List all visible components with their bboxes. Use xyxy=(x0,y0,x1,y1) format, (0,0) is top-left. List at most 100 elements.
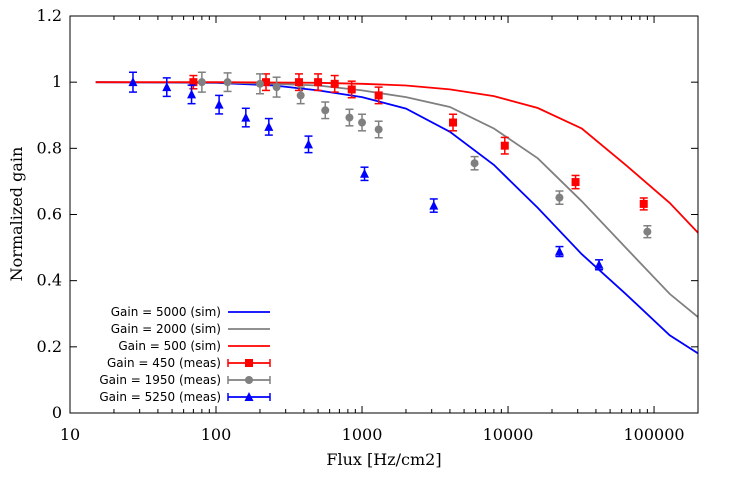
point-marker xyxy=(223,78,232,87)
data-point xyxy=(429,198,439,213)
y-axis-title: Normalized gain xyxy=(7,147,26,282)
point-marker xyxy=(189,78,198,87)
x-tick-label: 10 xyxy=(60,425,80,444)
data-point xyxy=(272,76,281,98)
point-marker xyxy=(321,106,330,115)
point-marker xyxy=(429,200,439,210)
data-point xyxy=(358,113,367,132)
data-point xyxy=(321,101,330,120)
data-point xyxy=(374,86,383,105)
y-tick-label: 0.6 xyxy=(37,205,62,224)
point-marker xyxy=(643,227,652,236)
legend-marker xyxy=(244,392,254,401)
series-gain-450-meas xyxy=(189,73,648,211)
point-marker xyxy=(374,125,383,134)
point-marker xyxy=(571,178,580,187)
data-point xyxy=(304,135,314,154)
data-point xyxy=(296,86,305,105)
data-point xyxy=(571,174,580,190)
data-point xyxy=(255,73,264,95)
point-marker xyxy=(374,91,383,100)
legend-label: Gain = 450 (meas) xyxy=(107,356,221,370)
x-tick-label: 10000 xyxy=(483,425,534,444)
data-point xyxy=(262,73,271,92)
point-marker xyxy=(470,159,479,168)
point-marker xyxy=(296,91,305,100)
legend: Gain = 5000 (sim) Gain = 2000 (sim) Gain =… xyxy=(99,305,271,404)
data-point xyxy=(214,94,224,115)
y-tick-label: 1.2 xyxy=(37,6,62,25)
y-tick-label: 0.2 xyxy=(37,337,62,356)
point-marker xyxy=(314,78,323,87)
series-gain-5250-meas xyxy=(128,71,604,271)
data-point xyxy=(162,77,172,98)
data-point xyxy=(197,71,206,93)
data-point xyxy=(639,197,648,211)
y-tick-label: 0 xyxy=(52,403,62,422)
legend-item: Gain = 450 (meas) xyxy=(107,356,271,370)
point-marker xyxy=(262,78,271,87)
series-gain-1950-meas xyxy=(197,71,652,239)
legend-item: Gain = 5250 (meas) xyxy=(99,390,271,404)
legend-item: Gain = 1950 (meas) xyxy=(99,373,271,387)
legend-label: Gain = 1950 (meas) xyxy=(99,373,221,387)
series-layer xyxy=(95,71,699,355)
point-marker xyxy=(128,77,138,87)
data-point xyxy=(643,224,652,239)
data-point xyxy=(347,80,356,99)
point-marker xyxy=(187,89,197,99)
point-marker xyxy=(214,99,224,109)
point-marker xyxy=(555,193,564,202)
point-marker xyxy=(294,78,303,87)
legend-label: Gain = 2000 (sim) xyxy=(111,322,221,336)
series-gain-500-sim xyxy=(95,81,699,234)
legend-label: Gain = 500 (sim) xyxy=(118,339,221,353)
y-tick-label: 0.8 xyxy=(37,138,62,157)
point-marker xyxy=(347,85,356,94)
data-point xyxy=(241,107,251,128)
point-marker xyxy=(255,79,264,88)
data-point xyxy=(187,84,197,105)
plot-frame xyxy=(69,15,699,414)
x-axis-title: Flux [Hz/cm2] xyxy=(326,450,441,469)
legend-item: Gain = 500 (sim) xyxy=(118,339,270,353)
legend-label: Gain = 5000 (sim) xyxy=(111,305,221,319)
legend-item: Gain = 2000 (sim) xyxy=(111,322,270,336)
point-marker xyxy=(264,121,274,131)
series-gain-2000-sim xyxy=(95,81,699,318)
data-point xyxy=(345,108,354,127)
point-marker xyxy=(358,118,367,127)
point-marker xyxy=(241,112,251,122)
point-marker xyxy=(330,79,339,88)
point-marker xyxy=(360,168,370,178)
point-marker xyxy=(197,78,206,87)
point-marker xyxy=(449,118,458,127)
point-marker xyxy=(500,141,509,150)
point-marker xyxy=(162,82,172,92)
point-marker xyxy=(272,83,281,92)
data-point xyxy=(594,259,604,271)
data-point xyxy=(554,245,564,258)
data-point xyxy=(500,136,509,155)
data-point xyxy=(374,120,383,139)
point-marker xyxy=(304,139,314,149)
legend-marker xyxy=(245,359,253,367)
data-point xyxy=(223,72,232,93)
point-marker xyxy=(345,113,354,122)
x-tick-label: 100 xyxy=(201,425,232,444)
point-marker xyxy=(639,199,648,208)
data-point xyxy=(555,190,564,205)
series-line xyxy=(95,81,699,234)
point-marker xyxy=(554,246,564,256)
legend-label: Gain = 5250 (meas) xyxy=(99,390,221,404)
data-point xyxy=(470,155,479,171)
x-tick-label: 1000 xyxy=(342,425,383,444)
series-line xyxy=(95,81,699,318)
x-tick-label: 100000 xyxy=(624,425,685,444)
data-point xyxy=(189,74,198,90)
legend-marker xyxy=(245,376,253,384)
point-marker xyxy=(594,259,604,269)
legend-item: Gain = 5000 (sim) xyxy=(111,305,270,319)
data-point xyxy=(128,71,138,93)
